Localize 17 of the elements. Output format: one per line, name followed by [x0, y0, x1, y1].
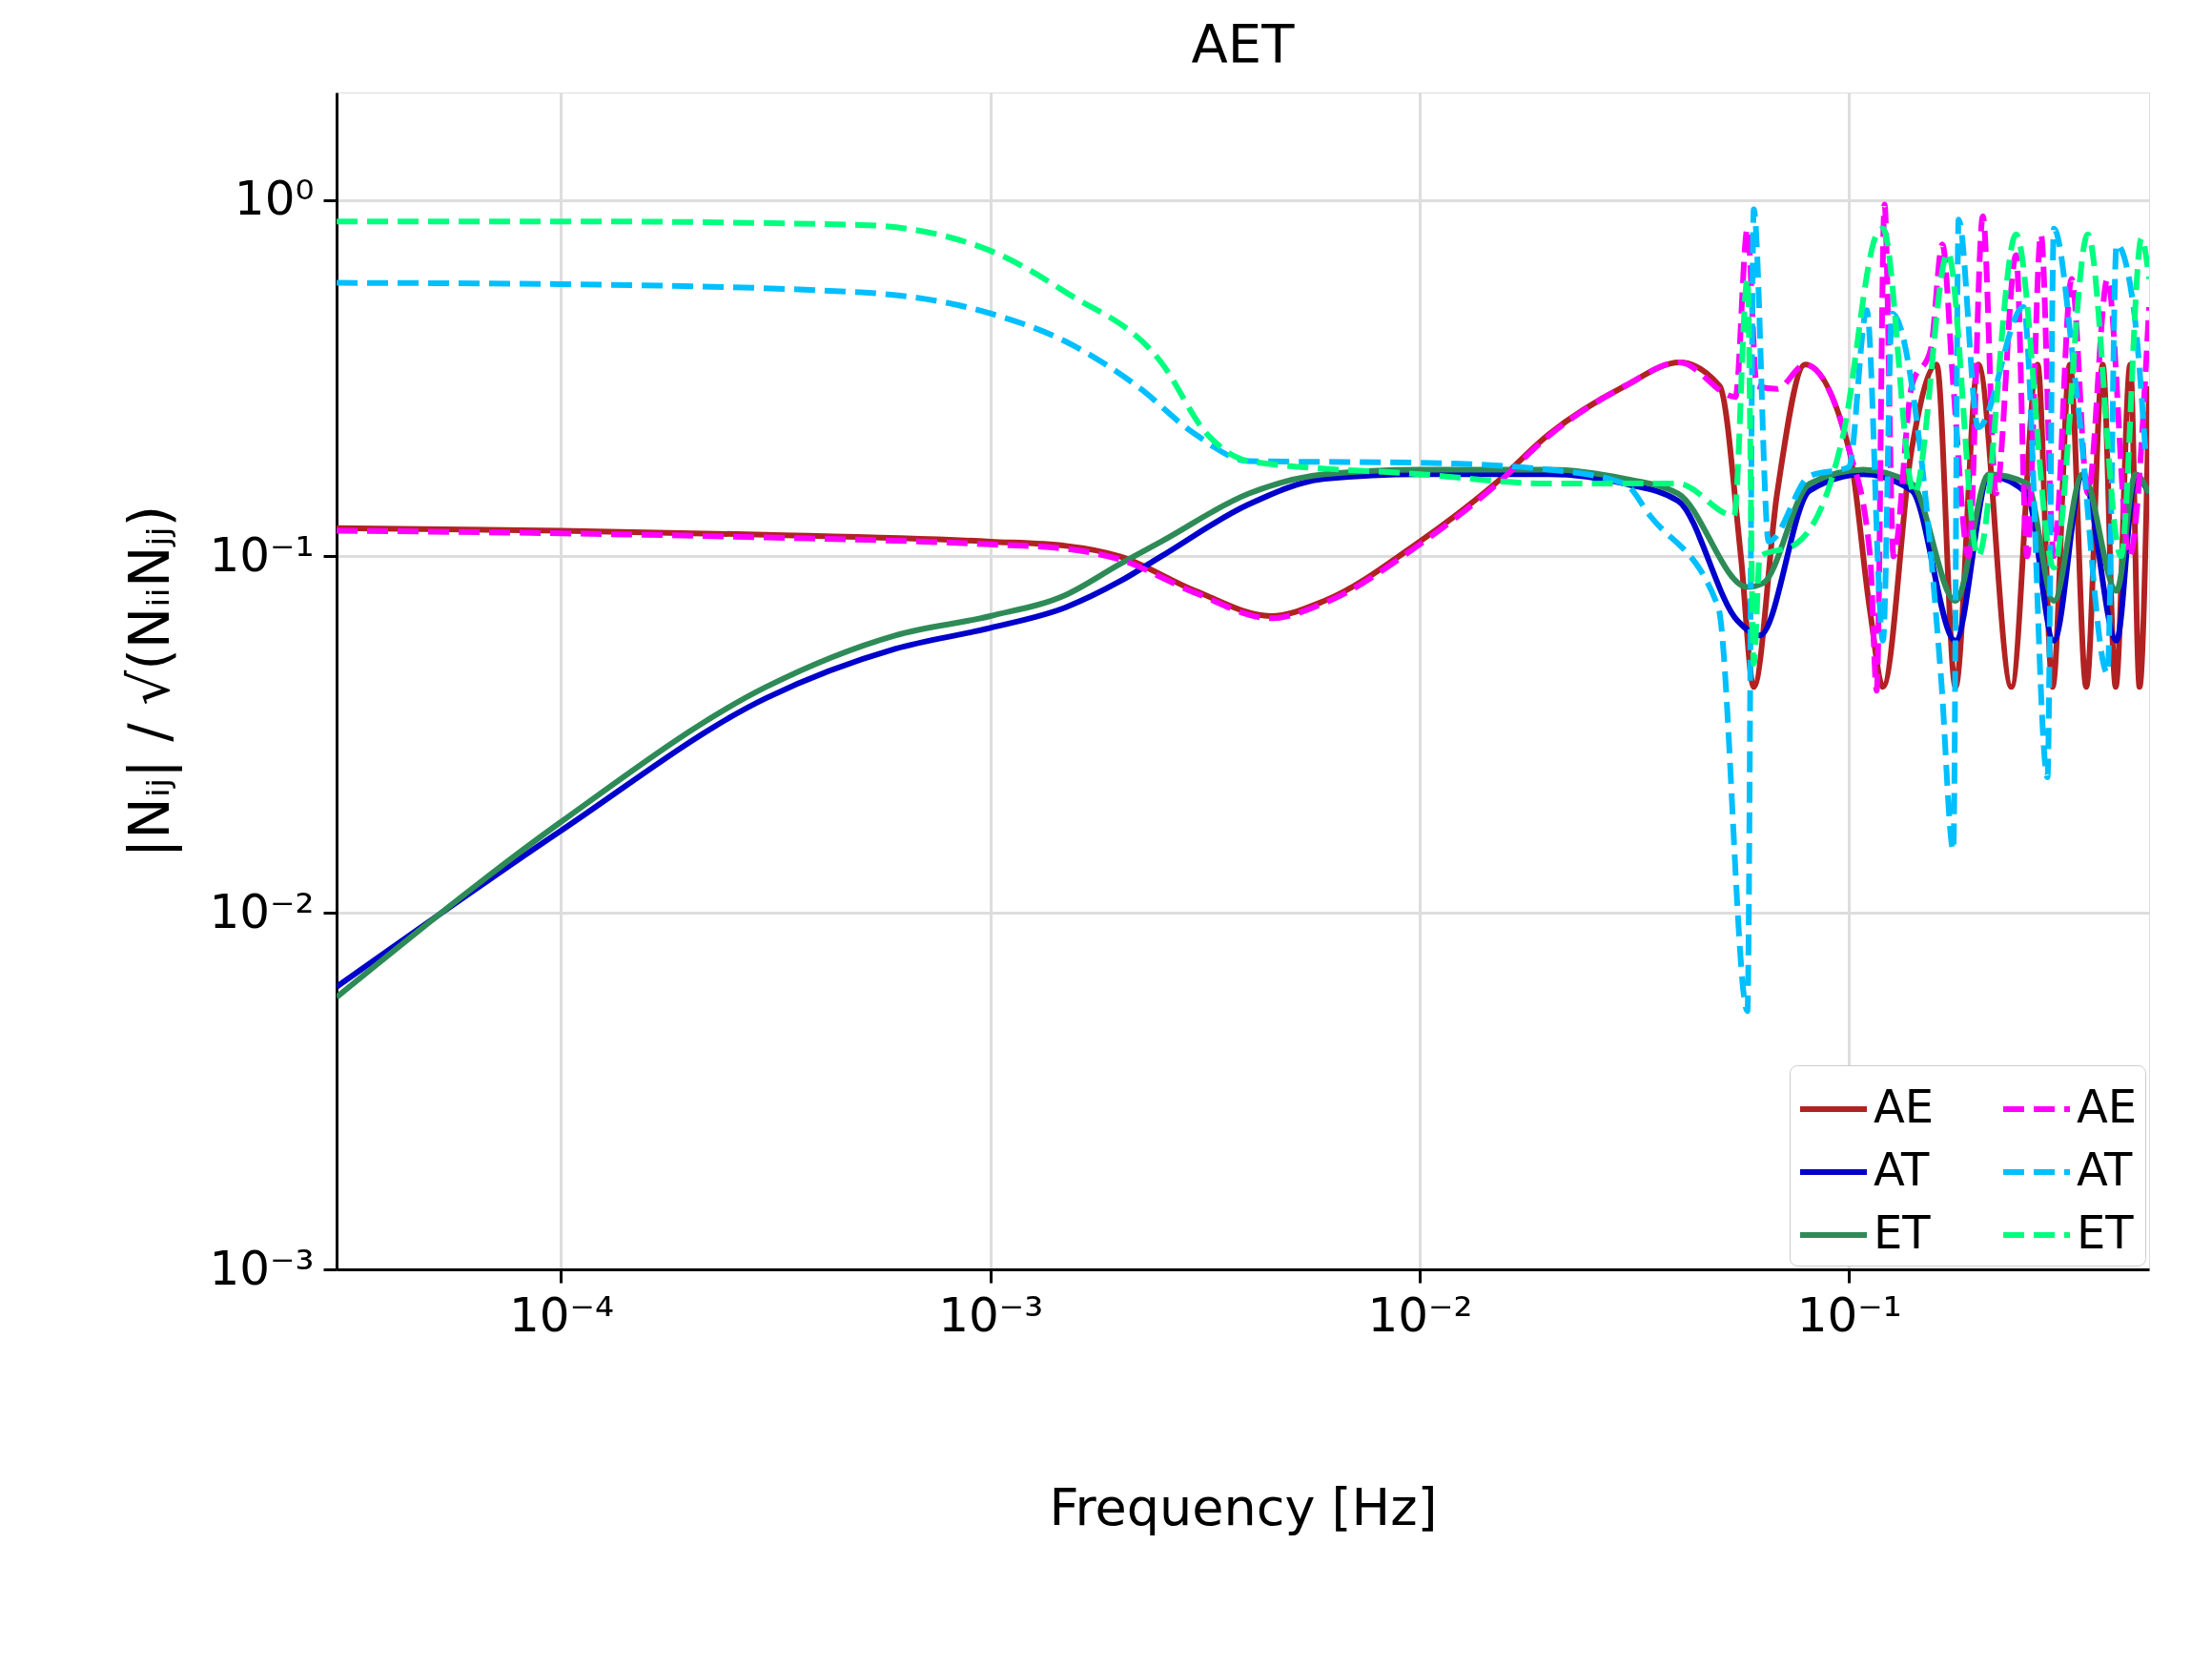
- x-tick-label: 10⁻²: [1367, 1287, 1473, 1343]
- y-tick-label: 10⁻²: [209, 883, 315, 939]
- legend-label: AT: [2077, 1143, 2134, 1196]
- chart-title: AET: [1191, 12, 1296, 74]
- x-axis-title: Frequency [Hz]: [1049, 1476, 1438, 1537]
- y-tick-label: 10⁰: [234, 171, 315, 227]
- y-tick-label: 10⁻¹: [209, 526, 315, 583]
- y-tick-label: 10⁻³: [209, 1240, 315, 1296]
- legend-label: ET: [1874, 1205, 1932, 1259]
- legend-label: ET: [2077, 1205, 2135, 1259]
- legend-label: AE: [2077, 1080, 2138, 1133]
- x-tick-label: 10⁻¹: [1796, 1287, 1902, 1343]
- y-axis-title: |Nᵢⱼ| / √(NᵢᵢNⱼⱼ): [117, 505, 183, 858]
- legend-label: AE: [1874, 1080, 1935, 1133]
- legend-label: AT: [1874, 1143, 1931, 1196]
- x-tick-label: 10⁻³: [938, 1287, 1044, 1343]
- x-tick-label: 10⁻⁴: [508, 1287, 614, 1343]
